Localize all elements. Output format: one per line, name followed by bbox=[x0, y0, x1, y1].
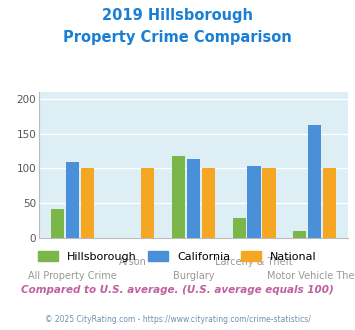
Bar bbox=[308, 125, 321, 238]
Bar bbox=[141, 168, 154, 238]
Text: Property Crime Comparison: Property Crime Comparison bbox=[63, 30, 292, 45]
Bar bbox=[81, 168, 94, 238]
Text: All Property Crime: All Property Crime bbox=[28, 271, 117, 281]
Text: Larceny & Theft: Larceny & Theft bbox=[215, 257, 293, 267]
Bar bbox=[51, 209, 64, 238]
Bar bbox=[66, 162, 79, 238]
Legend: Hillsborough, California, National: Hillsborough, California, National bbox=[38, 251, 317, 262]
Bar bbox=[323, 168, 336, 238]
Bar bbox=[172, 156, 185, 238]
Text: Motor Vehicle Theft: Motor Vehicle Theft bbox=[267, 271, 355, 281]
Bar bbox=[187, 159, 200, 238]
Bar bbox=[247, 166, 261, 238]
Bar bbox=[262, 168, 275, 238]
Bar bbox=[233, 218, 246, 238]
Text: Burglary: Burglary bbox=[173, 271, 214, 281]
Bar bbox=[293, 231, 306, 238]
Bar bbox=[202, 168, 215, 238]
Text: 2019 Hillsborough: 2019 Hillsborough bbox=[102, 8, 253, 23]
Text: Arson: Arson bbox=[119, 257, 147, 267]
Text: © 2025 CityRating.com - https://www.cityrating.com/crime-statistics/: © 2025 CityRating.com - https://www.city… bbox=[45, 315, 310, 324]
Text: Compared to U.S. average. (U.S. average equals 100): Compared to U.S. average. (U.S. average … bbox=[21, 285, 334, 295]
